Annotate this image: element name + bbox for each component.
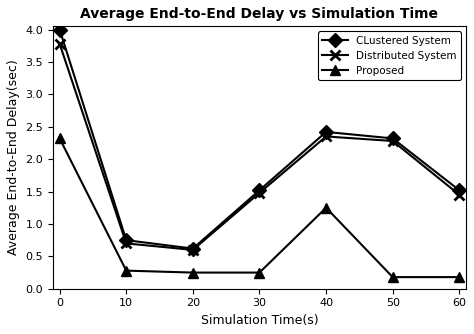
CLustered System bbox=[256, 188, 262, 192]
Distributed System bbox=[390, 139, 395, 143]
Proposed bbox=[190, 271, 196, 275]
Distributed System bbox=[256, 191, 262, 195]
Distributed System bbox=[323, 135, 329, 139]
CLustered System bbox=[123, 238, 129, 242]
Distributed System bbox=[456, 193, 462, 197]
CLustered System bbox=[323, 130, 329, 134]
Line: Distributed System: Distributed System bbox=[55, 39, 464, 255]
Distributed System bbox=[123, 241, 129, 245]
CLustered System bbox=[456, 188, 462, 192]
CLustered System bbox=[390, 136, 395, 140]
CLustered System bbox=[57, 27, 63, 31]
Proposed bbox=[456, 275, 462, 279]
Proposed bbox=[323, 206, 329, 210]
Legend: CLustered System, Distributed System, Proposed: CLustered System, Distributed System, Pr… bbox=[318, 31, 461, 80]
X-axis label: Simulation Time(s): Simulation Time(s) bbox=[201, 314, 318, 327]
Proposed bbox=[57, 136, 63, 140]
Title: Average End-to-End Delay vs Simulation Time: Average End-to-End Delay vs Simulation T… bbox=[81, 7, 438, 21]
Distributed System bbox=[57, 42, 63, 46]
Line: CLustered System: CLustered System bbox=[55, 25, 464, 254]
Proposed bbox=[123, 269, 129, 273]
Distributed System bbox=[190, 248, 196, 252]
Y-axis label: Average End-to-End Delay(sec): Average End-to-End Delay(sec) bbox=[7, 60, 20, 256]
Line: Proposed: Proposed bbox=[55, 134, 464, 282]
Proposed bbox=[256, 271, 262, 275]
CLustered System bbox=[190, 246, 196, 250]
Proposed bbox=[390, 275, 395, 279]
